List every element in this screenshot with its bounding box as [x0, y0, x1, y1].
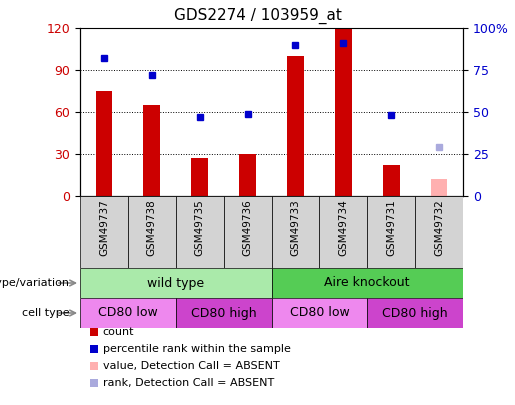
- Bar: [239, 154, 256, 196]
- Text: count: count: [102, 327, 134, 337]
- Bar: [176, 298, 271, 328]
- Text: Aire knockout: Aire knockout: [324, 277, 410, 290]
- Bar: [367, 298, 463, 328]
- Text: cell type: cell type: [22, 308, 70, 318]
- Bar: [287, 56, 304, 196]
- Bar: [383, 165, 400, 196]
- Bar: [96, 91, 112, 196]
- Text: GSM49735: GSM49735: [195, 200, 204, 256]
- Text: GSM49732: GSM49732: [434, 200, 444, 256]
- Text: GSM49733: GSM49733: [290, 200, 300, 256]
- Bar: [431, 179, 448, 196]
- Text: CD80 low: CD80 low: [289, 307, 349, 320]
- Bar: [335, 28, 352, 196]
- Bar: [128, 196, 176, 268]
- Text: genotype/variation: genotype/variation: [0, 278, 70, 288]
- Text: CD80 low: CD80 low: [98, 307, 158, 320]
- Text: GSM49734: GSM49734: [338, 200, 348, 256]
- Bar: [176, 196, 224, 268]
- Bar: [319, 196, 367, 268]
- Text: CD80 high: CD80 high: [382, 307, 448, 320]
- Bar: [80, 196, 128, 268]
- Bar: [80, 268, 271, 298]
- Text: wild type: wild type: [147, 277, 204, 290]
- Text: value, Detection Call = ABSENT: value, Detection Call = ABSENT: [102, 361, 280, 371]
- Text: rank, Detection Call = ABSENT: rank, Detection Call = ABSENT: [102, 378, 274, 388]
- Bar: [415, 196, 463, 268]
- Bar: [367, 196, 415, 268]
- Bar: [224, 196, 271, 268]
- Text: GSM49731: GSM49731: [386, 200, 396, 256]
- Text: GSM49736: GSM49736: [243, 200, 252, 256]
- Text: GSM49738: GSM49738: [147, 200, 157, 256]
- Bar: [80, 298, 176, 328]
- Bar: [271, 268, 463, 298]
- Bar: [144, 105, 160, 196]
- Text: GSM49737: GSM49737: [99, 200, 109, 256]
- Bar: [271, 298, 367, 328]
- Text: percentile rank within the sample: percentile rank within the sample: [102, 344, 290, 354]
- Text: GDS2274 / 103959_at: GDS2274 / 103959_at: [174, 8, 341, 24]
- Bar: [191, 158, 208, 196]
- Bar: [271, 196, 319, 268]
- Text: CD80 high: CD80 high: [191, 307, 256, 320]
